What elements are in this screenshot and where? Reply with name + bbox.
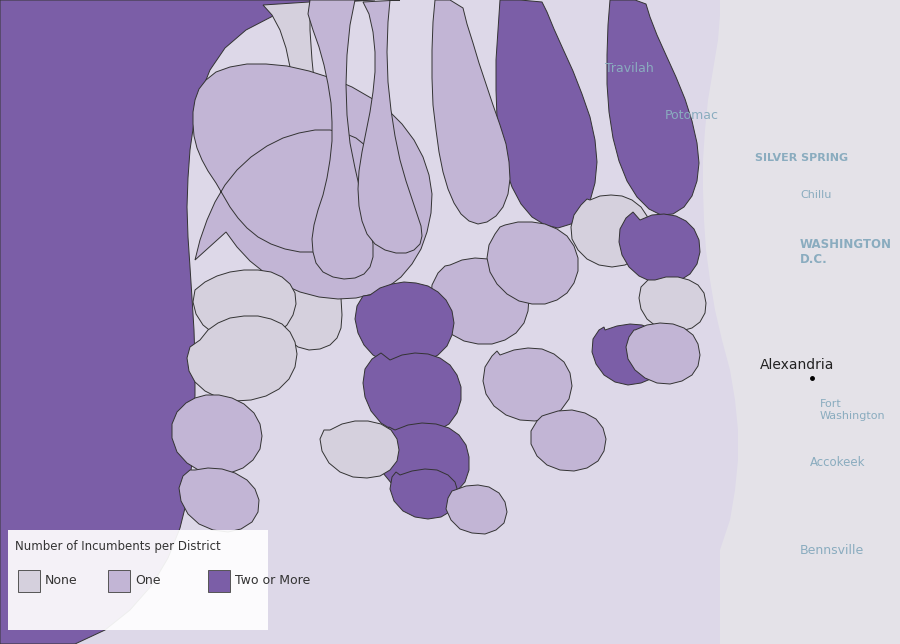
Bar — [8, 530, 268, 630]
Polygon shape — [531, 410, 606, 471]
Bar — [108, 570, 130, 592]
Text: Fort
Washington: Fort Washington — [820, 399, 886, 421]
Polygon shape — [626, 323, 700, 384]
Text: Two or More: Two or More — [235, 574, 310, 587]
Polygon shape — [483, 348, 572, 421]
Polygon shape — [639, 277, 706, 331]
Polygon shape — [193, 270, 296, 342]
Polygon shape — [187, 316, 297, 401]
Polygon shape — [355, 282, 454, 365]
Polygon shape — [432, 0, 510, 224]
Polygon shape — [446, 485, 507, 534]
Polygon shape — [193, 64, 432, 299]
Polygon shape — [496, 0, 597, 228]
Text: Accokeek: Accokeek — [810, 455, 866, 468]
Polygon shape — [0, 0, 375, 644]
Text: One: One — [135, 574, 160, 587]
Polygon shape — [592, 324, 665, 385]
Polygon shape — [619, 212, 700, 284]
Polygon shape — [358, 0, 422, 253]
Polygon shape — [607, 0, 699, 215]
Text: Potomac: Potomac — [665, 108, 719, 122]
Bar — [208, 570, 230, 592]
Polygon shape — [431, 258, 529, 344]
Text: Number of Incumbents per District: Number of Incumbents per District — [15, 540, 220, 553]
Polygon shape — [390, 469, 458, 519]
Polygon shape — [320, 421, 399, 478]
Polygon shape — [377, 423, 469, 499]
Bar — [18, 570, 40, 592]
Text: Alexandria: Alexandria — [760, 358, 834, 372]
Text: None: None — [45, 574, 77, 587]
Polygon shape — [308, 0, 373, 279]
Text: Chillu: Chillu — [800, 190, 832, 200]
Polygon shape — [571, 195, 650, 267]
Text: SILVER SPRING: SILVER SPRING — [755, 153, 848, 163]
Text: Bennsville: Bennsville — [800, 544, 864, 556]
Polygon shape — [179, 468, 259, 532]
Text: WASHINGTON
D.C.: WASHINGTON D.C. — [800, 238, 892, 266]
Polygon shape — [703, 0, 900, 644]
Polygon shape — [363, 353, 461, 435]
Polygon shape — [263, 0, 342, 350]
Polygon shape — [172, 395, 262, 474]
Text: Travilah: Travilah — [605, 61, 653, 75]
Polygon shape — [487, 222, 578, 304]
